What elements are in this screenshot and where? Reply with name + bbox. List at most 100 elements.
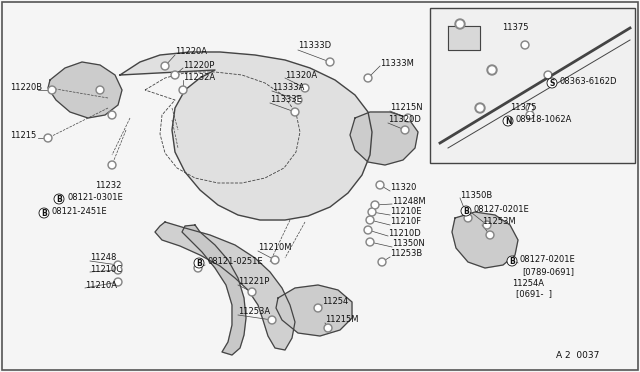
Circle shape [367,218,372,222]
Circle shape [526,104,534,112]
Circle shape [475,103,485,113]
Circle shape [114,266,122,274]
Text: 11333M: 11333M [380,58,414,67]
Text: 11333E: 11333E [270,96,302,105]
Circle shape [464,214,472,222]
Circle shape [291,108,299,116]
Circle shape [376,181,384,189]
Circle shape [48,86,56,94]
Polygon shape [350,112,418,165]
Text: 11248: 11248 [90,253,116,263]
Circle shape [365,76,371,80]
Text: 11350N: 11350N [392,240,425,248]
Circle shape [404,114,412,122]
Circle shape [371,201,379,209]
Circle shape [461,206,471,216]
Circle shape [367,240,372,244]
Text: 11210F: 11210F [390,218,421,227]
Circle shape [115,263,120,267]
Circle shape [366,238,374,246]
Circle shape [195,266,200,270]
Circle shape [380,260,385,264]
Circle shape [486,231,494,239]
Text: 11375: 11375 [510,103,536,112]
Text: 11210E: 11210E [390,208,422,217]
Circle shape [326,58,334,66]
Text: 11220P: 11220P [183,61,214,70]
Text: B: B [56,195,62,203]
Circle shape [180,87,186,93]
Circle shape [161,62,169,70]
Text: 11220B: 11220B [10,83,42,93]
Circle shape [369,209,374,215]
Circle shape [526,111,534,119]
Text: 11320A: 11320A [285,71,317,80]
Circle shape [406,115,410,121]
Polygon shape [276,285,352,336]
Text: [0789-0691]: [0789-0691] [522,267,574,276]
Circle shape [527,106,532,110]
Circle shape [39,208,49,218]
Circle shape [108,111,116,119]
Circle shape [248,288,256,296]
Text: 08127-0201E: 08127-0201E [474,205,530,215]
Circle shape [378,183,383,187]
Circle shape [527,112,532,118]
Circle shape [547,78,557,88]
Circle shape [194,264,202,272]
Circle shape [365,228,371,232]
Text: B: B [509,257,515,266]
Text: 11220A: 11220A [175,48,207,57]
Circle shape [303,86,307,90]
Circle shape [522,42,527,48]
Text: 11215M: 11215M [325,315,358,324]
Circle shape [487,65,497,75]
Text: 11248M: 11248M [392,196,426,205]
Polygon shape [155,222,295,350]
Circle shape [49,87,54,93]
Circle shape [372,202,378,208]
Circle shape [455,19,465,29]
Circle shape [364,226,372,234]
Circle shape [328,60,333,64]
Circle shape [296,97,301,103]
Text: B: B [41,208,47,218]
Circle shape [97,87,102,93]
Text: 08121-0301E: 08121-0301E [67,193,123,202]
Text: [0691-  ]: [0691- ] [516,289,552,298]
Text: B: B [196,259,202,267]
Text: 11215N: 11215N [390,103,422,112]
Circle shape [301,84,309,92]
Circle shape [173,73,177,77]
Text: 11210M: 11210M [258,244,291,253]
Circle shape [163,64,168,68]
Text: 11253B: 11253B [390,250,422,259]
Circle shape [378,258,386,266]
Text: 11232A: 11232A [183,73,215,81]
Text: 11210C: 11210C [90,264,122,273]
Text: S: S [549,78,555,87]
Circle shape [545,73,550,77]
Text: N: N [505,116,511,125]
Circle shape [171,71,179,79]
Text: 08918-1062A: 08918-1062A [516,115,572,125]
Polygon shape [120,52,372,220]
Circle shape [114,278,122,286]
Text: 11210A: 11210A [85,280,117,289]
Bar [430,8,635,163]
Circle shape [483,221,491,229]
Text: 11221P: 11221P [238,278,269,286]
Circle shape [326,326,330,330]
Text: 11254A: 11254A [512,279,544,288]
Text: 11215: 11215 [10,131,36,140]
Circle shape [115,279,120,285]
Text: 08121-0251E: 08121-0251E [207,257,262,266]
Circle shape [273,257,278,263]
Text: 11333D: 11333D [298,42,331,51]
Circle shape [401,126,409,134]
Text: 08127-0201E: 08127-0201E [520,256,576,264]
Polygon shape [448,26,480,50]
Circle shape [364,74,372,82]
Text: B: B [463,206,469,215]
Text: 11375: 11375 [502,23,529,32]
